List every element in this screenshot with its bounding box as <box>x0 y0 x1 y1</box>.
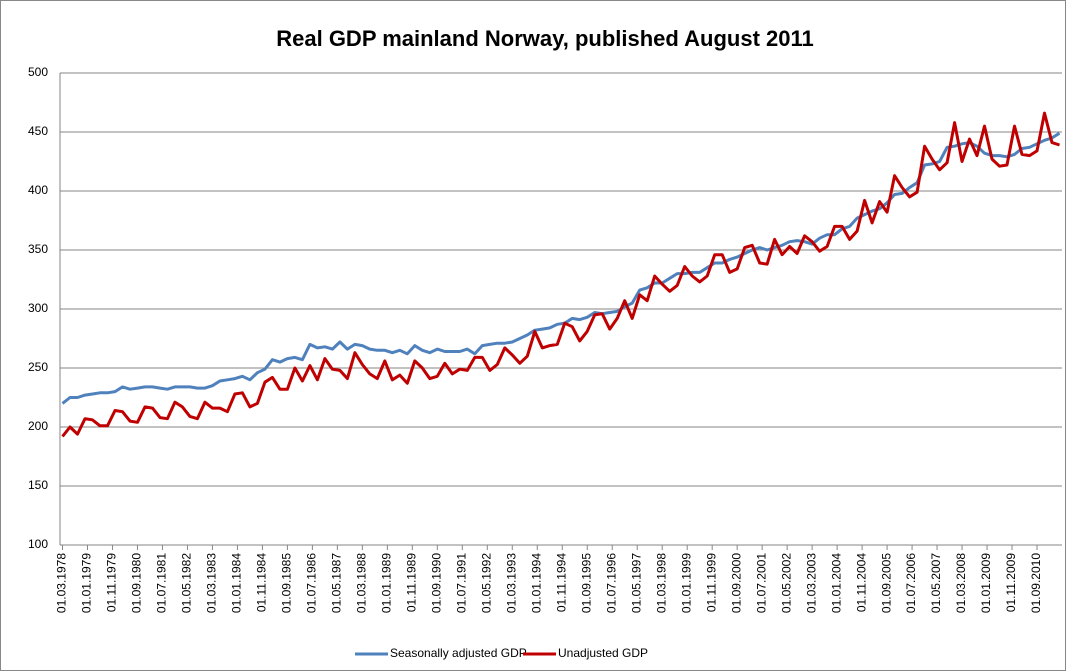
x-tick-label: 01.09.1990 <box>429 553 443 613</box>
x-tick-label: 01.09.1980 <box>130 553 144 613</box>
legend-label: Seasonally adjusted GDP <box>390 646 527 660</box>
x-tick-label: 01.11.2004 <box>854 553 868 612</box>
x-tick-label: 01.11.2009 <box>1004 553 1018 612</box>
y-tick-label: 250 <box>28 360 48 374</box>
x-tick-label: 01.01.1999 <box>679 553 693 613</box>
y-tick-label: 350 <box>28 242 48 256</box>
x-tick-label: 01.01.1989 <box>380 553 394 613</box>
y-tick-label: 200 <box>28 419 48 433</box>
x-tick-label: 01.11.1984 <box>255 553 269 612</box>
x-tick-label: 01.07.1991 <box>454 553 468 613</box>
x-tick-label: 01.05.1992 <box>479 553 493 613</box>
x-tick-label: 01.09.1985 <box>280 553 294 613</box>
x-tick-label: 01.01.2004 <box>829 553 843 613</box>
x-tick-label: 01.05.1997 <box>629 553 643 613</box>
x-tick-label: 01.01.1994 <box>529 553 543 613</box>
x-tick-label: 01.07.1996 <box>604 553 618 613</box>
x-tick-label: 01.05.1982 <box>180 553 194 613</box>
x-tick-label: 01.07.1981 <box>155 553 169 613</box>
x-tick-label: 01.01.1979 <box>80 553 94 613</box>
y-tick-label: 450 <box>28 124 48 138</box>
x-tick-label: 01.03.1978 <box>55 553 69 613</box>
x-tick-label: 01.11.1994 <box>554 553 568 612</box>
x-tick-label: 01.09.1995 <box>579 553 593 613</box>
x-tick-label: 01.03.1993 <box>504 553 518 613</box>
y-tick-label: 150 <box>28 478 48 492</box>
x-tick-label: 01.05.2002 <box>779 553 793 613</box>
x-tick-label: 01.11.1979 <box>105 553 119 612</box>
y-tick-label: 300 <box>28 301 48 315</box>
x-tick-label: 01.03.1998 <box>654 553 668 613</box>
x-tick-label: 01.01.2009 <box>979 553 993 613</box>
legend-label: Unadjusted GDP <box>558 646 648 660</box>
x-tick-label: 01.05.2007 <box>929 553 943 613</box>
x-tick-label: 01.03.2008 <box>954 553 968 613</box>
x-tick-label: 01.03.2003 <box>804 553 818 613</box>
x-tick-label: 01.03.1983 <box>205 553 219 613</box>
x-tick-label: 01.03.1988 <box>355 553 369 613</box>
y-tick-label: 100 <box>28 537 48 551</box>
y-tick-label: 500 <box>28 65 48 79</box>
x-tick-label: 01.07.1986 <box>305 553 319 613</box>
y-tick-label: 400 <box>28 183 48 197</box>
x-tick-label: 01.01.1984 <box>230 553 244 613</box>
chart-title: Real GDP mainland Norway, published Augu… <box>276 26 814 51</box>
x-tick-label: 01.09.2010 <box>1029 553 1043 613</box>
x-tick-label: 01.09.2005 <box>879 553 893 613</box>
x-tick-label: 01.07.2006 <box>904 553 918 613</box>
data-line <box>61 111 1060 438</box>
data-line <box>61 131 1061 405</box>
x-tick-label: 01.07.2001 <box>754 553 768 613</box>
x-tick-label: 01.11.1999 <box>704 553 718 612</box>
x-tick-label: 01.11.1989 <box>404 553 418 612</box>
x-tick-label: 01.05.1987 <box>330 553 344 613</box>
x-tick-label: 01.09.2000 <box>729 553 743 613</box>
